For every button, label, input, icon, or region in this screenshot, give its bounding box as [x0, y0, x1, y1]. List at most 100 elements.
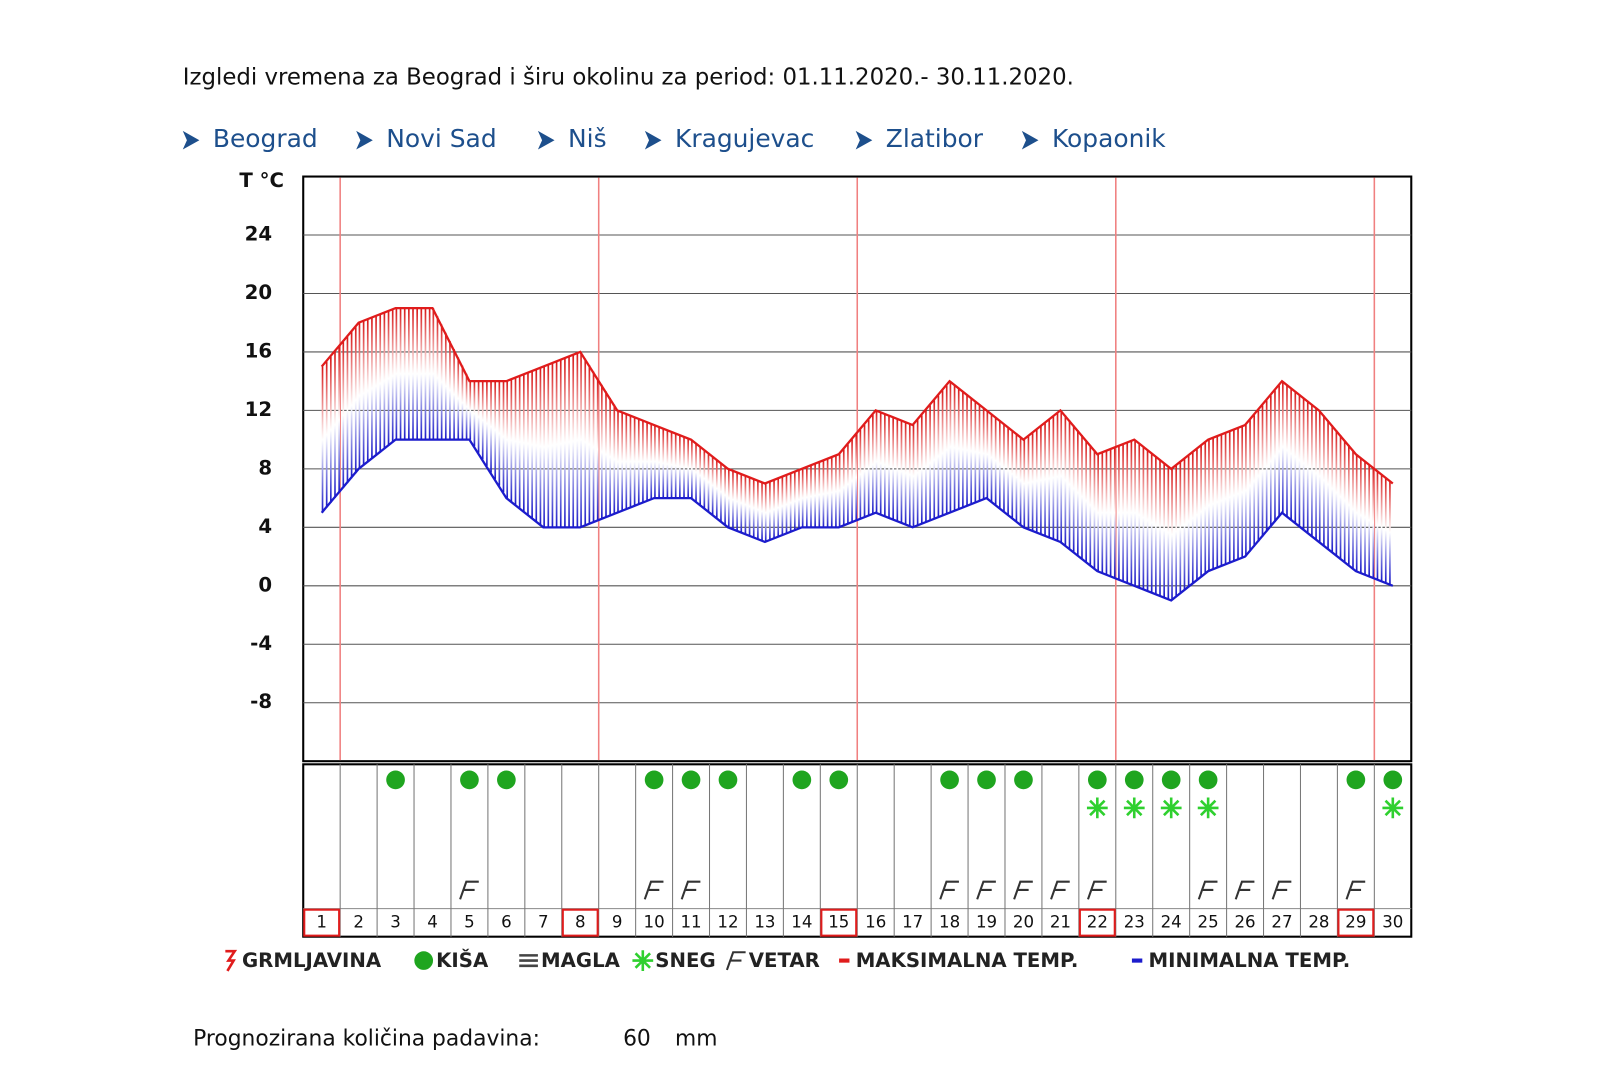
x-tick-label: 23 [1124, 913, 1145, 932]
hatch [859, 429, 862, 520]
hatch [1200, 445, 1202, 578]
hatch [867, 419, 870, 516]
hatch [1245, 425, 1247, 557]
hatch [1196, 449, 1198, 581]
hatch [1286, 384, 1288, 517]
hatch [822, 460, 825, 528]
hatch [1015, 433, 1018, 522]
legend-icon [225, 949, 238, 972]
hatch [375, 316, 377, 456]
hatch [1138, 442, 1141, 588]
hatch [1179, 462, 1182, 594]
hatch [679, 434, 681, 499]
rain-icon [1124, 770, 1144, 790]
nav-link[interactable]: Zlatibor [886, 124, 984, 153]
hatch [613, 404, 616, 515]
hatch [588, 365, 591, 525]
link-arrow [644, 130, 662, 150]
hatch [715, 459, 718, 518]
hatch [835, 455, 837, 528]
hatch [1368, 464, 1370, 577]
x-tick-label: 11 [680, 913, 701, 932]
hatch [1105, 450, 1108, 575]
y-tick-label: 12 [245, 398, 272, 421]
hatch [449, 340, 451, 440]
hatch [966, 394, 968, 507]
hatch [798, 470, 800, 529]
hatch [502, 381, 505, 493]
hatch [654, 425, 656, 499]
legend-label: MAGLA [541, 949, 621, 972]
hatch [711, 456, 714, 515]
hatch [1327, 420, 1329, 549]
snow-icon [1197, 797, 1219, 819]
hatch [535, 369, 538, 522]
hatch [1380, 473, 1383, 582]
x-tick-label: 14 [791, 913, 812, 932]
hatch [518, 376, 521, 508]
nav-link[interactable]: Kragujevac [675, 124, 814, 153]
hatch [1019, 436, 1022, 525]
hatch [908, 423, 911, 526]
hatch [420, 308, 423, 440]
nav-link[interactable]: Beograd [213, 124, 318, 153]
hatch [953, 384, 956, 512]
hatch [900, 420, 903, 523]
hatch [1372, 467, 1375, 578]
hatch [1040, 426, 1042, 534]
nav-link[interactable]: Niš [568, 124, 607, 153]
hatch [408, 308, 410, 440]
hatch [970, 397, 973, 505]
hatch [568, 356, 570, 528]
y-tick-label: 24 [245, 223, 272, 246]
hatch [847, 444, 849, 525]
nav-link[interactable]: Kopaonik [1052, 124, 1166, 153]
legend-icon [414, 951, 434, 970]
link-arrow [356, 130, 373, 150]
link-arrow [182, 130, 200, 150]
x-tick-label: 17 [902, 913, 923, 932]
wind-icon [1050, 880, 1070, 900]
rain-icon [681, 770, 701, 790]
x-tick-label: 3 [390, 913, 401, 932]
hatch [707, 452, 710, 512]
hatch [436, 316, 439, 440]
hatch [1216, 436, 1219, 568]
wind-icon [1234, 880, 1255, 900]
rain-icon [1198, 770, 1218, 790]
hatch [872, 414, 874, 515]
link-arrow [855, 130, 873, 150]
highlight-box [1078, 908, 1116, 937]
temp-line [320, 306, 1394, 485]
hatch [912, 425, 915, 528]
nav-link[interactable]: Novi Sad [386, 124, 496, 153]
hatch [1113, 447, 1116, 578]
precip-label: Prognozirana količina padavina: [193, 1027, 540, 1052]
hatch [1290, 387, 1292, 520]
wind-icon [1197, 880, 1218, 900]
x-tick-label: 1 [316, 913, 327, 932]
hatch [666, 429, 669, 499]
hatch [879, 412, 882, 515]
x-tick-label: 18 [939, 913, 960, 932]
wind-icon [1345, 880, 1366, 900]
x-tick-label: 13 [754, 913, 775, 932]
hatch [1007, 426, 1009, 515]
x-tick-label: 6 [501, 913, 512, 932]
hatch [473, 381, 476, 447]
hatch [1109, 449, 1112, 577]
rain-icon [1087, 770, 1107, 790]
rain-icon [829, 770, 849, 790]
hatch [596, 378, 599, 521]
hatch [1224, 433, 1227, 565]
hatch [941, 390, 944, 516]
hatch [687, 438, 690, 499]
hatch [1384, 477, 1387, 583]
x-tick-label: 2 [353, 913, 364, 932]
hatch [1093, 449, 1096, 569]
rain-icon [718, 770, 738, 790]
hatch [457, 357, 460, 440]
hatch [1150, 452, 1153, 593]
snow-icon [1382, 797, 1404, 819]
y-tick-label: -4 [250, 632, 272, 655]
